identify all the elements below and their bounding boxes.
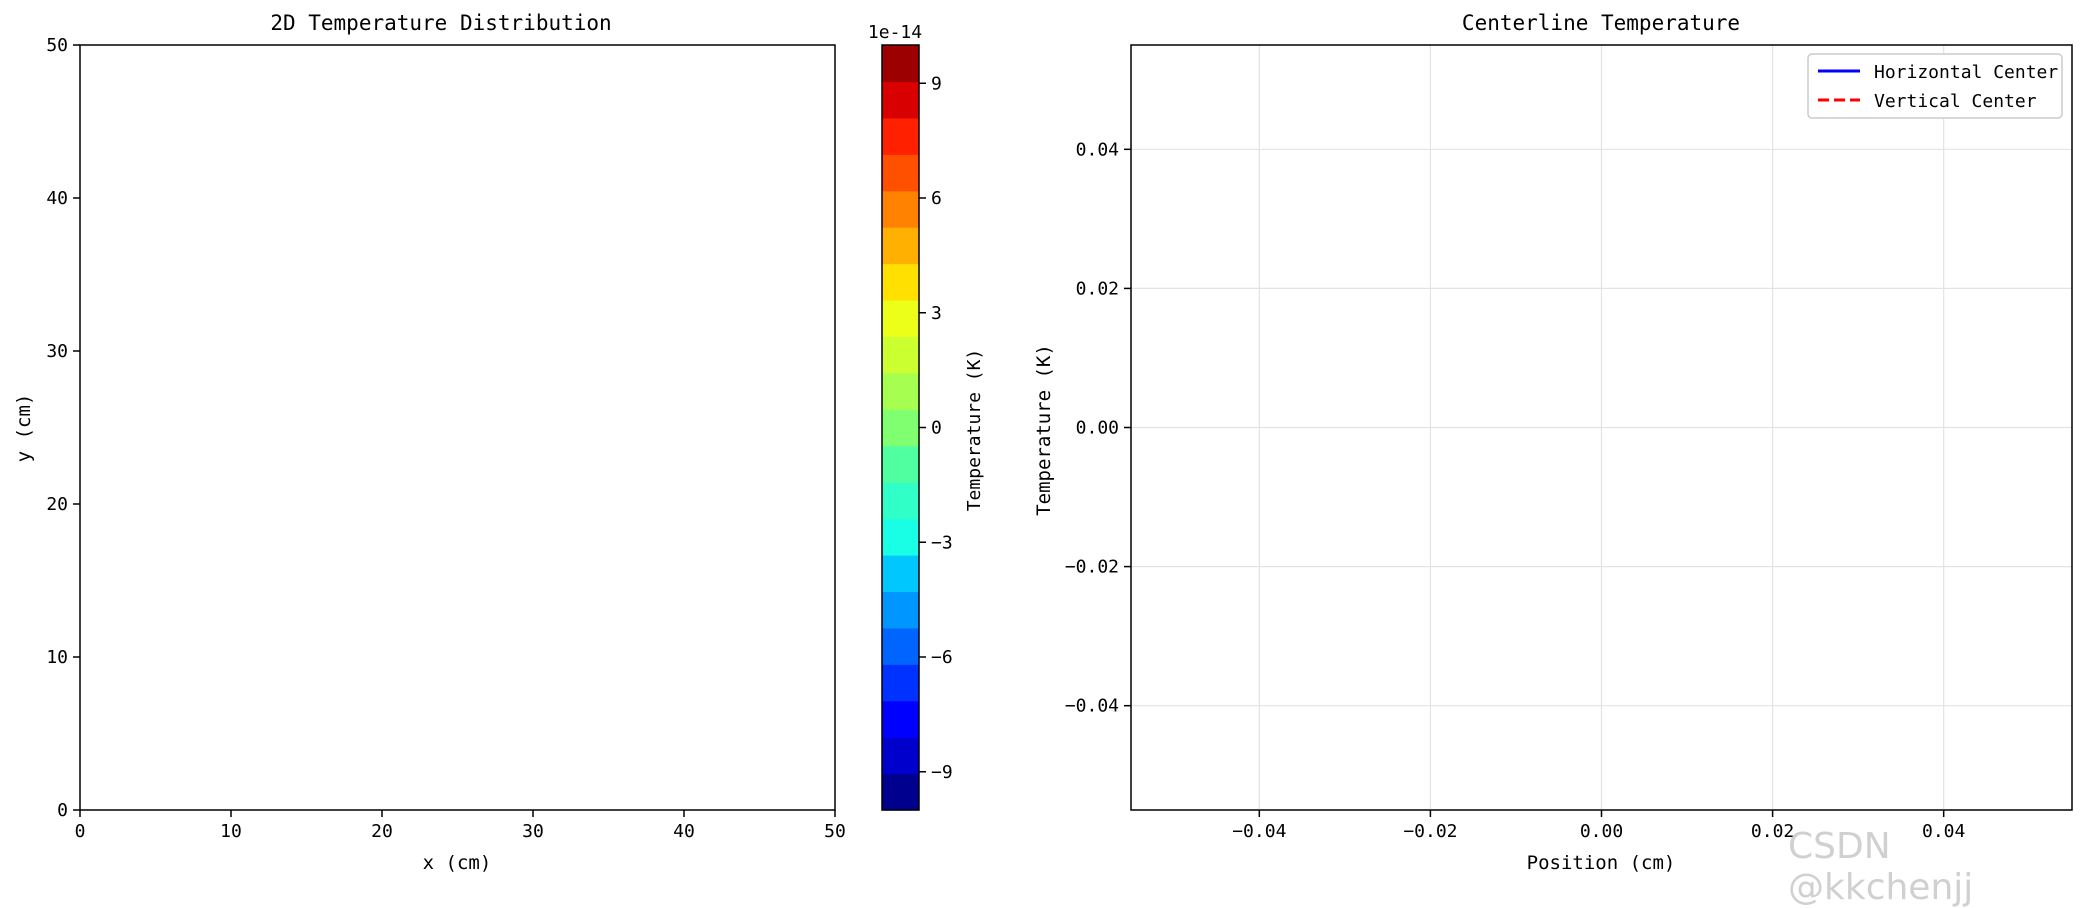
figure: 2D Temperature Distribution 0 10 20 30 40 50 … xyxy=(13,11,2073,874)
watermark: CSDN @kkchenjj xyxy=(1788,826,1974,908)
line-y-tick-label: 0.02 xyxy=(1076,278,1119,299)
colorbar-level xyxy=(882,664,919,702)
line-grid xyxy=(1131,45,2072,810)
heatmap-y-tick-label: 10 xyxy=(46,647,68,668)
heatmap-x-tick-label: 40 xyxy=(673,821,695,842)
line-x-ticks: −0.04 −0.02 0.00 0.02 0.04 xyxy=(1232,810,1965,842)
colorbar-tick-label: 0 xyxy=(931,418,942,439)
legend-label-vertical: Vertical Center xyxy=(1874,91,2037,112)
colorbar-level xyxy=(882,627,919,665)
line-y-tick-label: −0.02 xyxy=(1065,557,1119,578)
colorbar-tick-label: 6 xyxy=(931,188,942,209)
colorbar-level xyxy=(882,445,919,483)
colorbar-level xyxy=(882,518,919,556)
heatmap-y-tick-label: 30 xyxy=(46,341,68,362)
colorbar-level xyxy=(882,81,919,119)
line-y-tick-label: −0.04 xyxy=(1065,696,1119,717)
line-x-tick-label: 0.04 xyxy=(1922,821,1965,842)
colorbar-tick-label: 9 xyxy=(931,73,942,94)
heatmap-y-tick-label: 0 xyxy=(57,800,68,821)
colorbar-level xyxy=(882,300,919,338)
heatmap-x-tick-label: 50 xyxy=(824,821,846,842)
colorbar-ticks: −9 −6 −3 0 3 6 9 xyxy=(919,73,953,783)
legend: Horizontal Center Vertical Center xyxy=(1807,53,2063,119)
line-x-tick-label: −0.04 xyxy=(1232,821,1286,842)
colorbar-level xyxy=(882,117,919,155)
line-x-tick-label: −0.02 xyxy=(1403,821,1457,842)
heatmap-y-tick-label: 40 xyxy=(46,188,68,209)
line-y-tick-label: 0.00 xyxy=(1076,418,1119,439)
colorbar-level xyxy=(882,263,919,301)
colorbar-level xyxy=(882,336,919,374)
colorbar-label: Temperature (K) xyxy=(964,349,985,512)
heatmap-axes xyxy=(79,44,836,811)
heatmap-x-tick-label: 10 xyxy=(220,821,242,842)
colorbar-level xyxy=(882,737,919,775)
heatmap-x-ticks: 0 10 20 30 40 50 xyxy=(75,810,846,842)
heatmap-x-tick-label: 20 xyxy=(371,821,393,842)
colorbar-scale-label: 1e-14 xyxy=(868,22,922,43)
colorbar-level xyxy=(882,372,919,410)
colorbar-level xyxy=(882,773,919,811)
line-panel: Centerline Temperature −0.04 −0.02 0.00 0.0… xyxy=(1033,11,2073,874)
colorbar-tick-label: −6 xyxy=(931,647,953,668)
colorbar: −9 −6 −3 0 3 6 9 1e-14 Temperature (K) xyxy=(868,22,985,811)
heatmap-x-label: x (cm) xyxy=(423,852,492,874)
line-title: Centerline Temperature xyxy=(1462,11,1740,35)
line-y-tick-label: 0.04 xyxy=(1076,139,1119,160)
colorbar-level xyxy=(882,700,919,738)
colorbar-level xyxy=(882,555,919,593)
line-x-label: Position (cm) xyxy=(1527,852,1676,874)
heatmap-y-tick-label: 50 xyxy=(46,35,68,56)
heatmap-x-tick-label: 30 xyxy=(522,821,544,842)
legend-label-horizontal: Horizontal Center xyxy=(1874,62,2058,83)
line-y-label: Temperature (K) xyxy=(1033,344,1055,516)
colorbar-level xyxy=(882,482,919,520)
colorbar-levels xyxy=(882,45,919,811)
heatmap-y-tick-label: 20 xyxy=(46,494,68,515)
line-y-ticks: −0.04 −0.02 0.00 0.02 0.04 xyxy=(1065,139,1131,717)
heatmap-y-ticks: 0 10 20 30 40 50 xyxy=(46,35,80,821)
line-x-tick-label: 0.02 xyxy=(1751,821,1794,842)
colorbar-level xyxy=(882,591,919,629)
line-x-tick-label: 0.00 xyxy=(1580,821,1623,842)
colorbar-level xyxy=(882,154,919,192)
heatmap-panel: 2D Temperature Distribution 0 10 20 30 40 50 … xyxy=(13,11,846,874)
colorbar-tick-label: 3 xyxy=(931,303,942,324)
colorbar-level xyxy=(882,45,919,83)
colorbar-level xyxy=(882,190,919,228)
heatmap-title: 2D Temperature Distribution xyxy=(270,11,611,35)
colorbar-tick-label: −9 xyxy=(931,762,953,783)
legend-box xyxy=(1807,53,2063,119)
heatmap-y-label: y (cm) xyxy=(13,394,35,463)
colorbar-level xyxy=(882,409,919,447)
colorbar-tick-label: −3 xyxy=(931,532,953,553)
colorbar-level xyxy=(882,227,919,265)
heatmap-x-tick-label: 0 xyxy=(75,821,86,842)
